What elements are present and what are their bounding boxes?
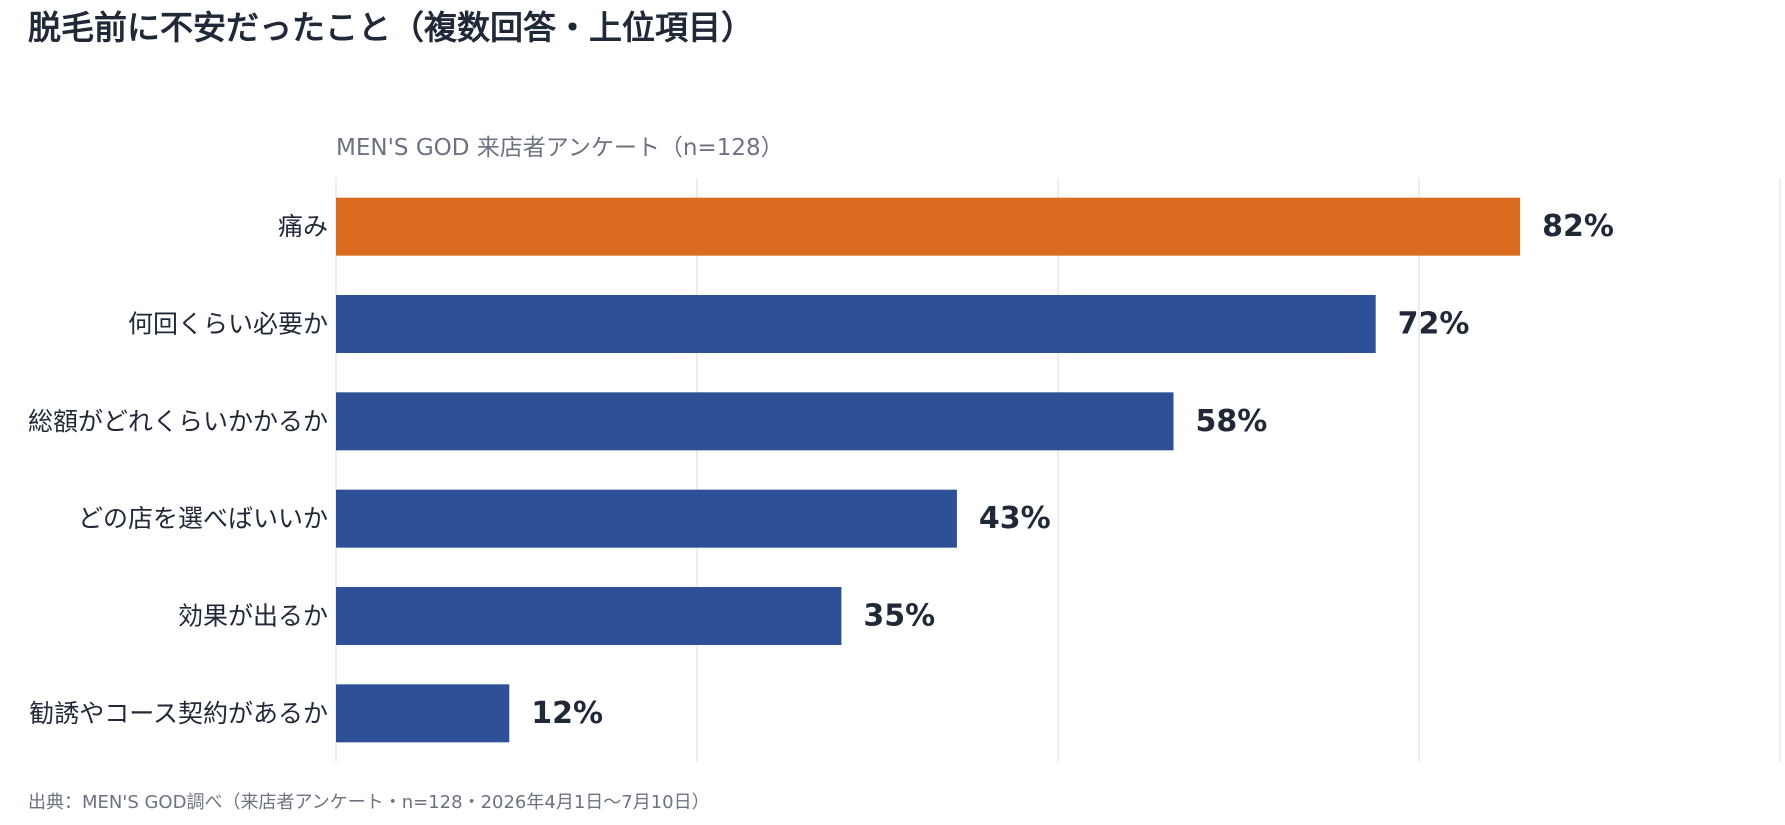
category-label: 勧誘やコース契約があるか (29, 699, 328, 728)
chart-subtitle: MEN'S GOD 来店者アンケート（n=128） (336, 135, 784, 161)
source-note: 出典：MEN'S GOD調べ（来店者アンケート・n=128・2026年4月1日〜… (28, 792, 710, 813)
category-label: 総額がどれくらいかかるか (28, 407, 328, 436)
category-label: どの店を選べばいいか (78, 504, 328, 533)
bar (336, 587, 842, 645)
value-label: 58% (1196, 404, 1268, 439)
value-label: 43% (979, 501, 1051, 536)
value-label: 82% (1542, 209, 1614, 244)
value-label: 72% (1398, 307, 1470, 342)
value-label: 35% (863, 599, 935, 634)
category-label: 痛み (278, 212, 328, 241)
page-title: 脱毛前に不安だったこと（複数回答・上位項目） (28, 8, 754, 47)
bar (336, 392, 1174, 451)
bar (336, 684, 510, 743)
category-label: 何回くらい必要か (128, 310, 328, 339)
category-label: 効果が出るか (178, 602, 328, 631)
value-label: 12% (531, 696, 603, 731)
bar (336, 489, 957, 548)
bar (336, 295, 1376, 353)
bar-highlighted (336, 197, 1521, 256)
